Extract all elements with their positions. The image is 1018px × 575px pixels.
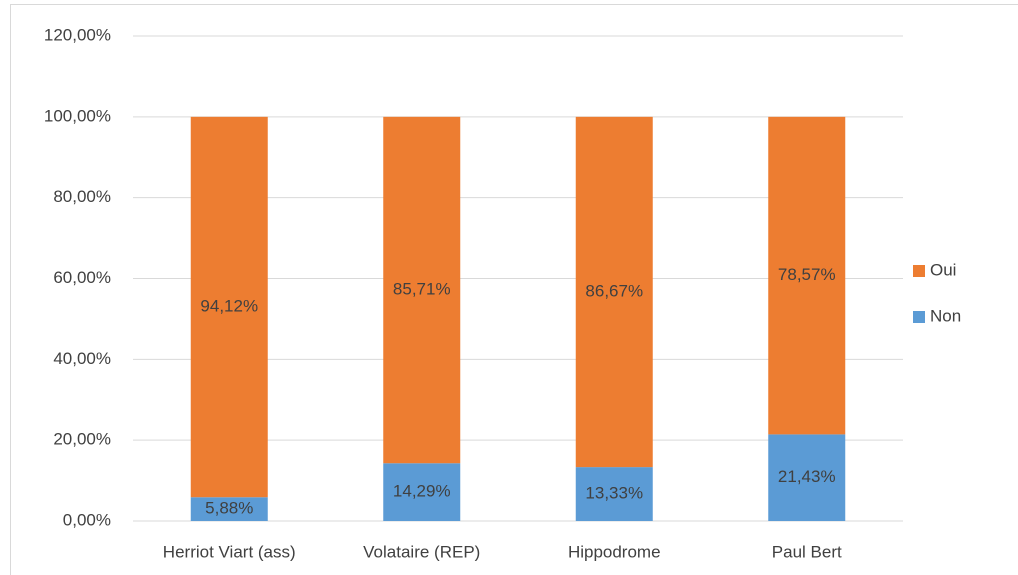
y-tick-label: 0,00% xyxy=(63,510,111,529)
bar-segment xyxy=(190,116,268,498)
bar-segment xyxy=(768,116,846,435)
bar-segment xyxy=(383,463,461,521)
y-tick-label: 20,00% xyxy=(53,430,111,449)
x-tick-label: Hippodrome xyxy=(568,542,661,561)
legend-label: Oui xyxy=(930,260,956,279)
data-label: 85,71% xyxy=(393,280,451,299)
x-tick-label: Herriot Viart (ass) xyxy=(163,542,296,561)
y-tick-label: 40,00% xyxy=(53,349,111,368)
data-label: 21,43% xyxy=(778,467,836,486)
y-tick-label: 120,00% xyxy=(44,25,111,44)
bar-segment xyxy=(575,467,653,521)
chart-border xyxy=(10,4,1018,575)
data-label: 5,88% xyxy=(205,499,253,518)
legend-swatch xyxy=(913,311,925,323)
x-tick-label: Paul Bert xyxy=(772,542,842,561)
legend-label: Non xyxy=(930,306,961,325)
bar-segment xyxy=(768,434,846,521)
bar-segment xyxy=(575,116,653,468)
data-label: 13,33% xyxy=(585,484,643,503)
x-tick-label: Volataire (REP) xyxy=(363,542,480,561)
data-label: 14,29% xyxy=(393,482,451,501)
legend-swatch xyxy=(913,265,925,277)
bar-segment xyxy=(383,116,461,464)
data-label: 94,12% xyxy=(200,297,258,316)
data-label: 78,57% xyxy=(778,265,836,284)
y-tick-label: 60,00% xyxy=(53,268,111,287)
y-tick-label: 80,00% xyxy=(53,187,111,206)
bar-segment xyxy=(190,497,268,521)
y-tick-label: 100,00% xyxy=(44,106,111,125)
data-label: 86,67% xyxy=(585,281,643,300)
